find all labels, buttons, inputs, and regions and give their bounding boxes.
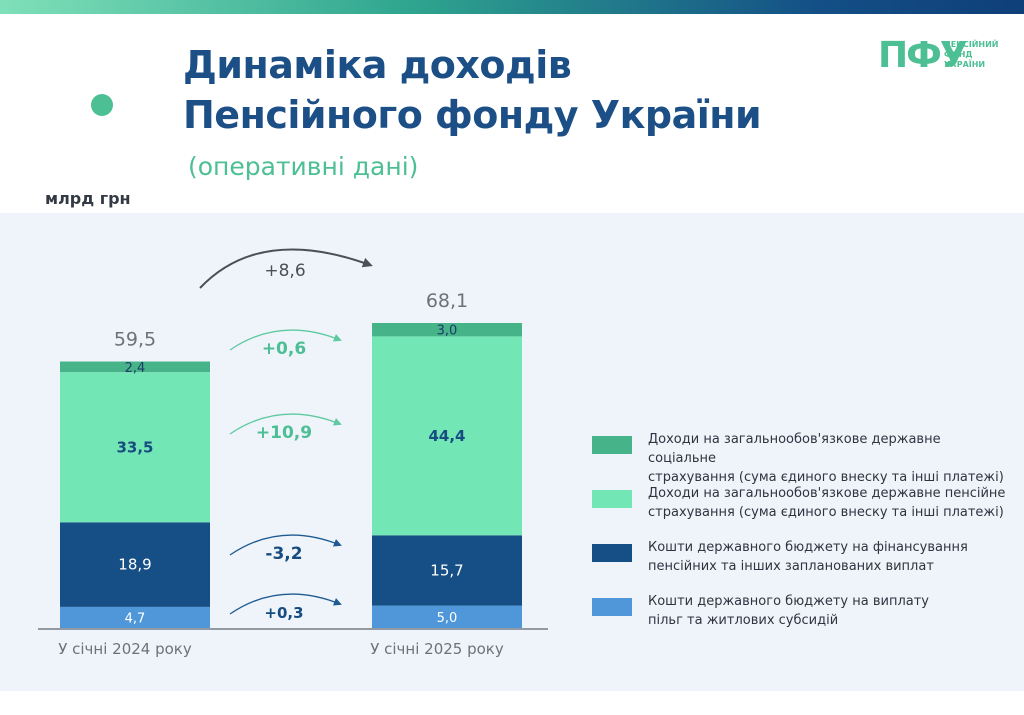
- legend-label: Кошти державного бюджету на виплату піль…: [648, 592, 1008, 630]
- series-change-arrow: [229, 329, 342, 351]
- decorative-dot: [91, 94, 113, 116]
- legend-label-line: Доходи на загальнообов'язкове державне с…: [648, 432, 941, 466]
- legend-label-line: пільг та житлових субсидій: [648, 613, 839, 628]
- page-title: Динаміка доходів Пенсійного фонду Україн…: [183, 40, 762, 140]
- logo-line-3: УКРАЇНИ: [944, 60, 986, 69]
- legend-label: Доходи на загальнообов'язкове державне с…: [648, 430, 1008, 487]
- legend-label-line: Доходи на загальнообов'язкове державне п…: [648, 486, 1006, 501]
- legend-item-pension: Доходи на загальнообов'язкове державне п…: [592, 484, 1012, 528]
- pfu-logo: ПФУ ПЕНСІЙНИЙ ФОНД УКРАЇНИ: [876, 35, 1006, 78]
- top-gradient-bar: [0, 0, 1024, 14]
- legend-label-line: страхування (сума єдиного внеску та інші…: [648, 505, 1004, 520]
- bar-segment: [60, 522, 210, 607]
- bar-segment: [372, 323, 522, 337]
- legend-item-social: Доходи на загальнообов'язкове державне с…: [592, 430, 1012, 485]
- legend-item-budget-pension: Кошти державного бюджету на фінансування…: [592, 538, 1012, 582]
- legend-label: Доходи на загальнообов'язкове державне п…: [648, 484, 1008, 522]
- bar-total-label: 68,1: [426, 290, 468, 312]
- legend-item-budget-benefits: Кошти державного бюджету на виплату піль…: [592, 592, 1012, 636]
- segment-data-label: 33,5: [116, 438, 153, 456]
- segment-data-label: 44,4: [428, 427, 465, 445]
- logo-mark: ПФУ: [878, 35, 968, 76]
- bar-total-label: 59,5: [114, 329, 156, 351]
- unit-label: млрд грн: [45, 189, 131, 208]
- legend-label-line: Кошти державного бюджету на виплату: [648, 594, 929, 609]
- legend-swatch: [592, 490, 632, 508]
- bar-segment: [60, 361, 210, 373]
- legend-label: Кошти державного бюджету на фінансування…: [648, 538, 1008, 576]
- series-change-arrow: [229, 413, 342, 435]
- legend-swatch: [592, 436, 632, 454]
- legend-label-line: Кошти державного бюджету на фінансування: [648, 540, 968, 555]
- legend-label-line: пенсійних та інших запланованих виплат: [648, 559, 934, 574]
- bar-segment: [60, 372, 210, 523]
- series-change-label: +0,6: [262, 339, 306, 359]
- bar-segment: [372, 336, 522, 536]
- logo-line-1: ПЕНСІЙНИЙ: [944, 40, 999, 49]
- segment-data-label: 5,0: [437, 611, 458, 626]
- bar-segment: [60, 607, 210, 628]
- total-change-label: +8,6: [264, 261, 305, 281]
- legend-label-line: страхування (сума єдиного внеску та інші…: [648, 470, 1004, 485]
- series-change-arrow: [229, 593, 342, 615]
- segment-data-label: 15,7: [430, 561, 463, 579]
- title-line-2: Пенсійного фонду України: [183, 93, 762, 137]
- logo-text: ПЕНСІЙНИЙ ФОНД УКРАЇНИ: [944, 40, 1014, 70]
- segment-data-label: 2,4: [125, 361, 146, 376]
- page-subtitle: (оперативні дані): [188, 152, 419, 181]
- segment-data-label: 4,7: [125, 612, 146, 627]
- title-line-1: Динаміка доходів: [183, 43, 572, 87]
- series-change-label: +0,3: [264, 604, 303, 622]
- series-change-label: -3,2: [265, 544, 302, 564]
- total-change-arrow: [199, 248, 373, 289]
- legend-swatch: [592, 598, 632, 616]
- series-change-arrow: [229, 534, 342, 556]
- segment-data-label: 3,0: [437, 324, 458, 339]
- legend-swatch: [592, 544, 632, 562]
- segment-data-label: 18,9: [118, 556, 151, 574]
- category-tick-label: У січні 2024 року: [58, 640, 192, 658]
- bar-segment: [372, 535, 522, 606]
- category-tick-label: У січні 2025 року: [370, 640, 504, 658]
- series-change-label: +10,9: [256, 423, 312, 443]
- bar-segment: [372, 605, 522, 628]
- logo-line-2: ФОНД: [944, 50, 973, 59]
